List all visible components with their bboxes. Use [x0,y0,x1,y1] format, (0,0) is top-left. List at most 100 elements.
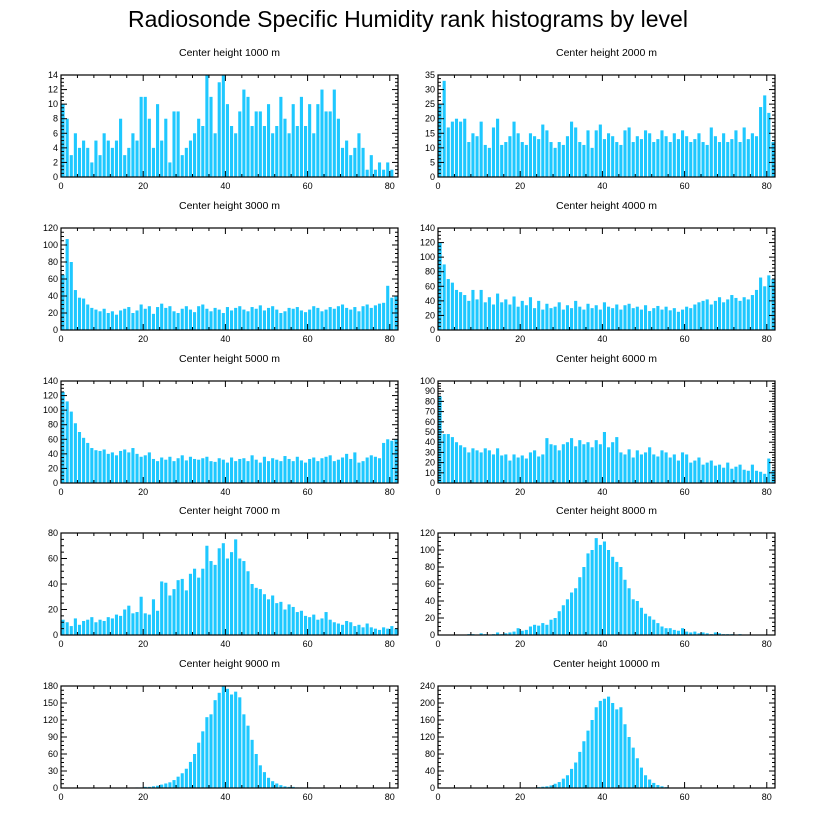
histogram-bar [496,632,500,635]
histogram-bar [295,612,299,635]
histogram-bar [643,452,648,483]
histogram-bar [184,306,188,330]
x-tick-label: 0 [435,181,440,191]
histogram-bar [590,550,594,635]
histogram-bar [127,605,131,635]
plot-frame [437,685,776,789]
y-tick-label: 10 [425,468,435,478]
histogram-bar [328,111,332,177]
histogram-bar [390,169,394,177]
y-tick-label: 0 [53,478,58,488]
histogram-bar [135,140,139,177]
y-tick-label: 10 [425,143,435,153]
histogram-bar [537,300,541,330]
histogram-bar [660,309,664,330]
histogram-bar [345,620,349,635]
histogram-bar [373,628,377,636]
y-tick-label: 0 [430,325,435,335]
y-tick-label: 150 [43,698,58,708]
x-tick-label: 60 [303,792,313,802]
histogram-bar [652,782,656,788]
histogram-bar [160,140,164,177]
histogram-bar [238,458,242,483]
histogram-bar [221,459,225,483]
histogram-bar [279,461,283,483]
y-tick-label: 4 [53,143,58,153]
histogram-bar [459,445,463,483]
histogram-bar [598,544,602,635]
histogram-bar [221,543,225,635]
histogram-bar [98,155,102,177]
y-tick-label: 100 [420,252,435,262]
histogram-bar [631,457,635,483]
histogram-bar [266,307,271,330]
histogram-bar [316,307,320,330]
histogram-bar [631,308,635,330]
histogram-bar [730,468,734,483]
histogram-bar [709,127,713,177]
histogram-bar [254,587,258,635]
y-tick-label: 200 [420,698,435,708]
histogram-bar [685,306,689,330]
histogram-bar [512,296,516,330]
histogram-bar [664,628,668,635]
x-tick-label: 80 [762,487,772,497]
histogram-bar [504,633,508,635]
y-tick-label: 35 [425,70,435,80]
y-tick-label: 60 [48,554,58,564]
histogram-bar [697,457,701,483]
x-tick-label: 40 [220,792,230,802]
y-tick-label: 140 [420,223,435,233]
histogram-bar [254,111,258,177]
histogram-bar [197,306,201,330]
histogram-bar [225,688,229,788]
histogram-bar [271,133,275,177]
histogram-bar [61,619,65,635]
histogram-bar [320,89,324,177]
histogram-bar [701,464,705,483]
histogram-bar [598,309,602,330]
histogram-bar [316,104,320,177]
histogram-bar [750,133,754,177]
histogram-bar [308,458,312,483]
y-tick-label: 25 [425,99,435,109]
histogram-bar [643,130,648,177]
histogram-bar [750,464,754,483]
x-tick-label: 80 [762,639,772,649]
histogram-bar [369,627,373,635]
x-tick-label: 40 [597,181,607,191]
histogram-bar [197,459,201,483]
histogram-bar [262,310,266,330]
histogram-bar [90,448,94,483]
histogram-bar [188,456,193,483]
histogram-bar [110,618,114,635]
x-tick-label: 60 [303,334,313,344]
histogram-bar [557,450,561,483]
histogram-bar [65,239,69,330]
histogram-bar [119,118,123,177]
histogram-bar [545,303,549,330]
y-tick-label: 120 [43,391,58,401]
histogram-bar [332,89,336,177]
histogram-bar [365,623,369,635]
histogram-bar [520,630,524,635]
histogram-bar [676,460,680,483]
y-tick-label: 120 [43,223,58,233]
histogram-bar [114,455,119,483]
histogram-bar [450,282,454,330]
y-tick-label: 80 [48,257,58,267]
histogram-bar [561,605,565,635]
histogram-bar [471,133,475,177]
y-tick-label: 180 [43,681,58,691]
histogram-bar [123,449,127,483]
histogram-bar [340,304,345,330]
histogram-bar [308,104,312,177]
histogram-bar [147,452,151,483]
histogram-bar [242,458,246,483]
panel-title: Center height 5000 m [179,353,280,365]
histogram-bar [541,309,545,330]
histogram-bar [131,613,135,635]
histogram-bar [487,147,491,177]
histogram-bar [607,133,611,177]
histogram-bar [250,584,254,635]
